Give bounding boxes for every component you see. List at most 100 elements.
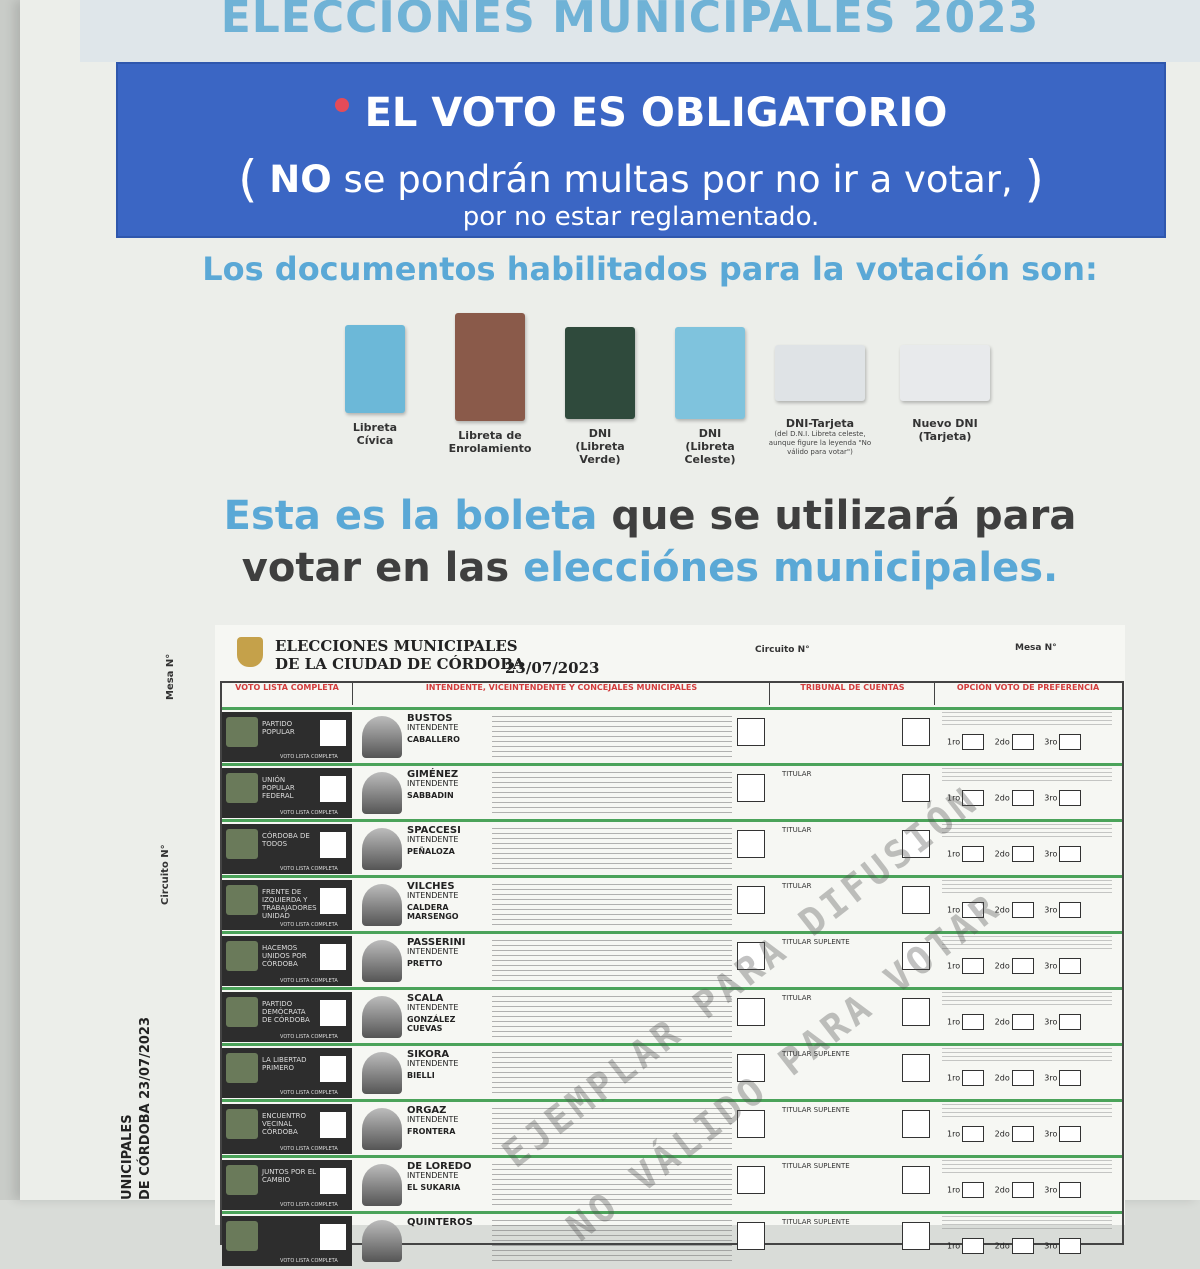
pref-box-3[interactable] bbox=[1059, 790, 1082, 806]
tribunal-text: TITULAR SUPLENTE bbox=[782, 938, 850, 946]
pref-box-3[interactable] bbox=[1059, 902, 1082, 918]
intendente-vote-box[interactable] bbox=[737, 718, 765, 746]
doc-label-2: (Libreta Verde) bbox=[575, 440, 625, 466]
ballot-title-2: DE LA CIUDAD DE CÓRDOBA bbox=[275, 655, 525, 673]
pref-box-1[interactable] bbox=[962, 790, 985, 806]
pref-box-3[interactable] bbox=[1059, 1126, 1082, 1142]
pref-label-2: 2do bbox=[994, 961, 1010, 971]
dni-libreta-verde-icon bbox=[565, 327, 635, 419]
pref-box-2[interactable] bbox=[1011, 734, 1034, 750]
tribunal-vote-box[interactable] bbox=[902, 1054, 930, 1082]
candidate-photo bbox=[362, 884, 402, 926]
lista-completa-checkbox[interactable] bbox=[320, 944, 346, 970]
pref-box-3[interactable] bbox=[1059, 734, 1082, 750]
intendente-vote-box[interactable] bbox=[737, 1054, 765, 1082]
candidate-role: INTENDENTE bbox=[407, 835, 459, 844]
tribunal-vote-box[interactable] bbox=[902, 774, 930, 802]
party-name: LA LIBERTAD PRIMERO bbox=[262, 1056, 307, 1072]
adjacent-page-edge bbox=[0, 0, 20, 1200]
pref-box-3[interactable] bbox=[1059, 846, 1082, 862]
tribunal-vote-box[interactable] bbox=[902, 1166, 930, 1194]
pref-label-1: 1ro bbox=[947, 849, 961, 859]
city-crest-icon bbox=[237, 637, 263, 667]
tribunal-vote-box[interactable] bbox=[902, 1110, 930, 1138]
concejales-list bbox=[492, 996, 732, 1038]
pref-box-2[interactable] bbox=[1011, 1126, 1034, 1142]
banner-no: NO bbox=[269, 158, 332, 201]
boleta-highlight-1: Esta es la boleta bbox=[223, 493, 598, 539]
party-box: UNIÓN POPULAR FEDERAL VOTO LISTA COMPLET… bbox=[222, 768, 352, 818]
pref-box-3[interactable] bbox=[1059, 1182, 1082, 1198]
candidate-block: QUINTEROS bbox=[407, 1218, 487, 1230]
pref-box-1[interactable] bbox=[962, 1126, 985, 1142]
pref-box-2[interactable] bbox=[1011, 1014, 1034, 1030]
pref-box-1[interactable] bbox=[962, 902, 985, 918]
preferencia-boxes: 1ro 2do 3ro bbox=[947, 1070, 1089, 1086]
tribunal-vote-box[interactable] bbox=[902, 942, 930, 970]
pref-label-1: 1ro bbox=[947, 1073, 961, 1083]
col-head-preferencia: OPCIÓN VOTO DE PREFERENCIA bbox=[956, 683, 1100, 692]
voto-lista-completa-label: VOTO LISTA COMPLETA bbox=[280, 1146, 338, 1152]
pref-box-3[interactable] bbox=[1059, 1238, 1082, 1254]
pref-box-2[interactable] bbox=[1011, 958, 1034, 974]
tribunal-vote-box[interactable] bbox=[902, 830, 930, 858]
pref-box-3[interactable] bbox=[1059, 1070, 1082, 1086]
ballot-date: 23/07/2023 bbox=[505, 659, 600, 677]
side-mesa-label: Mesa N° bbox=[165, 653, 176, 700]
pref-box-1[interactable] bbox=[962, 1238, 985, 1254]
tribunal-vote-box[interactable] bbox=[902, 886, 930, 914]
candidate-block: SCALA INTENDENTE GONZÁLEZ CUEVAS bbox=[407, 994, 487, 1034]
vice-name: PRETTO bbox=[407, 959, 443, 968]
tribunal-vote-box[interactable] bbox=[902, 718, 930, 746]
lista-completa-checkbox[interactable] bbox=[320, 832, 346, 858]
lista-completa-checkbox[interactable] bbox=[320, 888, 346, 914]
intendente-vote-box[interactable] bbox=[737, 1110, 765, 1138]
candidate-name: BUSTOS bbox=[407, 713, 453, 724]
preferencia-instructions bbox=[942, 880, 1112, 894]
concejales-list bbox=[492, 884, 732, 926]
lista-completa-checkbox[interactable] bbox=[320, 776, 346, 802]
intendente-vote-box[interactable] bbox=[737, 1166, 765, 1194]
pref-box-1[interactable] bbox=[962, 958, 985, 974]
pref-box-3[interactable] bbox=[1059, 958, 1082, 974]
intendente-vote-box[interactable] bbox=[737, 774, 765, 802]
nuevo-dni-icon bbox=[900, 345, 990, 401]
lista-completa-checkbox[interactable] bbox=[320, 1000, 346, 1026]
party-logo-icon bbox=[226, 829, 258, 859]
pref-box-1[interactable] bbox=[962, 846, 985, 862]
pref-box-2[interactable] bbox=[1011, 1238, 1034, 1254]
col-head-tribunal: TRIBUNAL DE CUENTAS bbox=[771, 683, 935, 705]
pref-box-2[interactable] bbox=[1011, 790, 1034, 806]
intendente-vote-box[interactable] bbox=[737, 998, 765, 1026]
lista-completa-checkbox[interactable] bbox=[320, 1224, 346, 1250]
pref-box-1[interactable] bbox=[962, 1070, 985, 1086]
intendente-vote-box[interactable] bbox=[737, 942, 765, 970]
pref-label-2: 2do bbox=[994, 849, 1010, 859]
intendente-vote-box[interactable] bbox=[737, 886, 765, 914]
pref-label-3: 3ro bbox=[1044, 793, 1058, 803]
lista-completa-checkbox[interactable] bbox=[320, 1168, 346, 1194]
lista-completa-checkbox[interactable] bbox=[320, 1056, 346, 1082]
lista-completa-checkbox[interactable] bbox=[320, 720, 346, 746]
intendente-vote-box[interactable] bbox=[737, 1222, 765, 1250]
pref-box-2[interactable] bbox=[1011, 1182, 1034, 1198]
pref-box-3[interactable] bbox=[1059, 1014, 1082, 1030]
preferencia-boxes: 1ro 2do 3ro bbox=[947, 790, 1089, 806]
pref-box-1[interactable] bbox=[962, 1182, 985, 1198]
pref-box-2[interactable] bbox=[1011, 1070, 1034, 1086]
pref-box-2[interactable] bbox=[1011, 846, 1034, 862]
lista-completa-checkbox[interactable] bbox=[320, 1112, 346, 1138]
party-box: FRENTE DE IZQUIERDA Y TRABAJADORES UNIDA… bbox=[222, 880, 352, 930]
pref-box-1[interactable] bbox=[962, 734, 985, 750]
concejales-list bbox=[492, 716, 732, 758]
doc-label-1: Libreta bbox=[352, 421, 398, 434]
pref-label-2: 2do bbox=[994, 793, 1010, 803]
pref-box-1[interactable] bbox=[962, 1014, 985, 1030]
tribunal-vote-box[interactable] bbox=[902, 998, 930, 1026]
tribunal-vote-box[interactable] bbox=[902, 1222, 930, 1250]
intendente-vote-box[interactable] bbox=[737, 830, 765, 858]
party-name: FRENTE DE IZQUIERDA Y TRABAJADORES UNIDA… bbox=[262, 888, 317, 920]
preferencia-instructions bbox=[942, 992, 1112, 1006]
pref-box-2[interactable] bbox=[1011, 902, 1034, 918]
concejales-list bbox=[492, 1052, 732, 1094]
